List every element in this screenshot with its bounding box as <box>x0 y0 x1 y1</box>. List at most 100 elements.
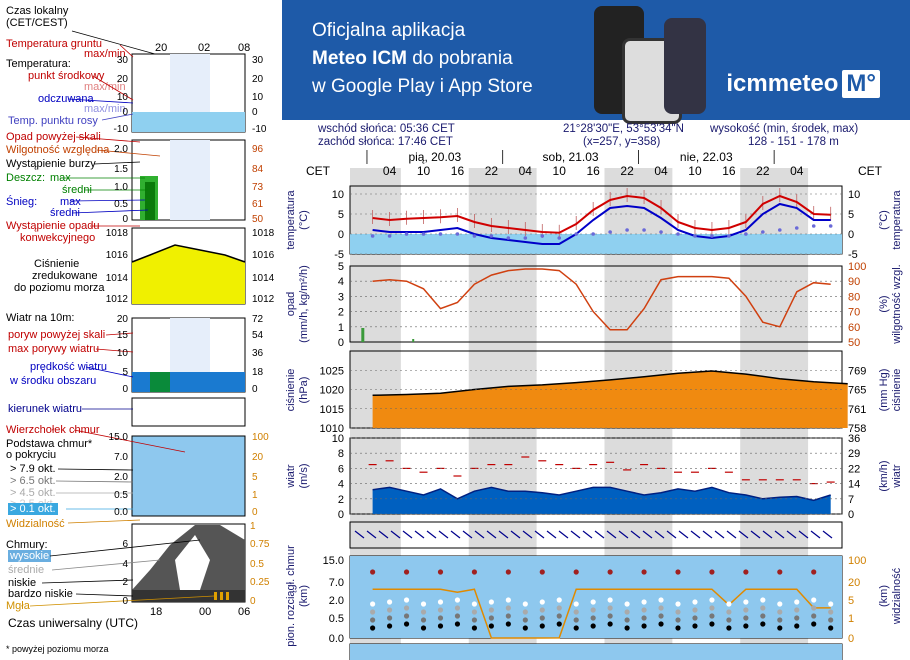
legend-pres-rtick-1012: 1012 <box>252 294 275 305</box>
cloud-base-dot-7-0 <box>488 623 494 629</box>
legend-wind-area: w środku obszaru <box>10 375 97 387</box>
pressure-tick-right-3: 758 <box>848 423 866 435</box>
legend-rain: Deszcz: <box>6 172 46 184</box>
wind-arrow-12 <box>498 530 509 539</box>
hour-label-5: 10 <box>553 164 567 178</box>
wind-arrow-1 <box>366 530 377 539</box>
legend-conv-l1: Wystąpienie opadu <box>6 220 100 232</box>
cloud-base-dot-3-3 <box>420 601 427 607</box>
cloud-top-dot-8 <box>505 569 511 575</box>
cloud-base-dot-20-1 <box>709 613 715 619</box>
wind-tick-right-2: 22 <box>848 463 860 475</box>
cloud-tick-right-1: 20 <box>848 577 860 589</box>
cloud-tick-right-3: 1 <box>848 613 854 625</box>
cloud-base-dot-14-2 <box>607 605 613 611</box>
legend-hour-08: 08 <box>238 42 251 54</box>
legend-very-low: bardzo niskie <box>8 588 73 600</box>
cloud-base-dot-26-3 <box>811 597 817 603</box>
sunset-text: zachód słońca: 17:46 CET <box>318 136 453 148</box>
elevation-label: wysokość (min, środek, max) <box>710 123 859 135</box>
icm-logo-mark: M° <box>842 70 880 98</box>
dew-point-dot-6 <box>472 234 477 238</box>
dew-point-dot-21 <box>727 234 731 238</box>
legend-clouds: Chmury: <box>6 539 48 551</box>
legend-fog: Mgła <box>6 600 30 612</box>
dew-point-dot-27 <box>828 224 833 228</box>
temp-tick-right-1: 5 <box>848 209 854 221</box>
wind-arrow-26 <box>666 530 677 539</box>
precip-tick-right-5: 50 <box>848 337 860 349</box>
cloud-base-dot-4-1 <box>437 615 444 621</box>
hour-label-1: 10 <box>417 164 431 178</box>
panel-frame-arrows <box>349 521 843 549</box>
legend-temp-rtick-m10: -10 <box>252 124 267 135</box>
legend-cl-tick-4: 4 <box>122 559 128 570</box>
cloud-base-dot-20-2 <box>709 605 715 611</box>
cloud-tick-left-3: 0.5 <box>329 613 344 625</box>
cloud-base-dot-17-2 <box>658 605 664 611</box>
pressure-tick-left-1: 1020 <box>320 385 344 397</box>
legend-pres-tick-1018: 1018 <box>106 228 129 239</box>
legend-okt65: > 6.5 okt. <box>10 475 56 487</box>
wind-arrow-37 <box>798 530 809 539</box>
legend-precip-tick-0: 0 <box>122 214 128 225</box>
cloud-base-dot-9-3 <box>522 601 528 607</box>
legend-precip-tick-2: 2.0 <box>114 144 128 155</box>
dew-point-dot-4 <box>438 232 443 236</box>
cloud-base-dot-16-3 <box>641 599 647 605</box>
pressure-tick-right-1: 765 <box>848 385 866 397</box>
cloud-base-dot-6-2 <box>471 609 478 615</box>
precip-tick-right-3: 70 <box>848 307 860 319</box>
cloud-base-dot-16-2 <box>641 607 647 613</box>
hour-label-12: 04 <box>790 164 804 178</box>
cloud-base-dot-25-3 <box>794 599 800 605</box>
cloud-base-dot-23-1 <box>760 613 766 619</box>
wind-arrow-36 <box>786 530 797 539</box>
precip-tick-left-5: 0 <box>338 337 344 349</box>
cloud-base-dot-14-1 <box>607 613 613 619</box>
legend-time-local: Czas lokalny (CET/CEST) <box>6 5 68 29</box>
cloud-base-dot-21-0 <box>726 625 732 631</box>
wind-arrow-13 <box>510 530 521 539</box>
legend-low: niskie <box>8 577 37 589</box>
legend-hour-06: 06 <box>238 606 251 618</box>
dew-point-dot-0 <box>370 234 375 238</box>
wind-tick-left-5: 0 <box>338 509 344 521</box>
banner-line2: Meteo ICM do pobrania <box>312 48 513 70</box>
legend-vis-tick-5: 5 <box>252 472 258 483</box>
day-label-2: nie, 22.03 <box>680 150 733 164</box>
wind-tick-left-1: 8 <box>338 448 344 460</box>
temp-tick-left-3: -5 <box>334 249 344 261</box>
cloud-base-dot-10-3 <box>539 599 545 605</box>
cloud-base-dot-18-3 <box>675 601 681 607</box>
cloud-base-dot-12-1 <box>573 617 579 623</box>
legend-max-gusts: max porywy wiatru <box>8 343 100 355</box>
dew-point-dot-3 <box>421 232 426 236</box>
cloud-tick-left-4: 0.0 <box>329 633 344 645</box>
dew-point-dot-7 <box>489 234 494 238</box>
rain-bar-0 <box>361 328 365 342</box>
wind-arrow-33 <box>750 530 761 539</box>
dew-point-dot-23 <box>761 230 765 234</box>
precip-tick-right-0: 100 <box>848 261 866 273</box>
wind-arrow-39 <box>822 530 833 539</box>
cloud-base-dot-19-2 <box>692 607 698 613</box>
dew-point-dot-18 <box>676 232 680 236</box>
cloud-base-dot-8-0 <box>505 621 511 627</box>
pressure-axis-label-left: ciśnienie(hPa) <box>285 369 310 412</box>
legend-snow: Śnieg: <box>6 196 38 208</box>
cloud-base-dot-8-2 <box>505 605 511 611</box>
legend-temp-rtick-20: 20 <box>252 74 264 85</box>
legend-wind-speed: prędkość wiatru <box>30 361 108 373</box>
cloud-top-dot-18 <box>675 569 681 575</box>
elevation-values: 128 - 151 - 178 m <box>748 136 839 148</box>
cloud-base-dot-24-3 <box>777 601 783 607</box>
legend-precip-tick-05: 0.5 <box>114 199 128 210</box>
legend-pressure-l3: do poziomu morza <box>14 282 105 294</box>
legend-temp-rtick-0: 0 <box>252 107 258 118</box>
wind-arrow-28 <box>690 530 701 539</box>
dew-point-dot-5 <box>455 232 460 236</box>
cloud-base-dot-22-0 <box>743 623 749 629</box>
legend-temp-rtick-30: 30 <box>252 55 264 66</box>
app-banner[interactable]: Oficjalna aplikacja Meteo ICM do pobrani… <box>282 0 910 124</box>
